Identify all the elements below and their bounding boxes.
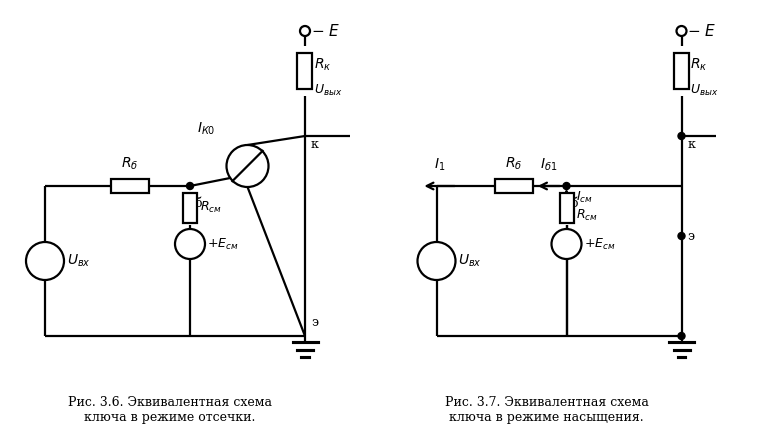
Circle shape — [226, 145, 269, 187]
Text: $R_{см}$: $R_{см}$ — [576, 207, 598, 223]
Text: $R_{см}$: $R_{см}$ — [200, 200, 222, 215]
Text: $I_1$: $I_1$ — [434, 157, 446, 173]
Text: $R_б$: $R_б$ — [505, 156, 523, 172]
Text: $I_{см}$: $I_{см}$ — [576, 190, 592, 205]
Circle shape — [678, 232, 685, 240]
Text: $U_{вых}$: $U_{вых}$ — [314, 83, 342, 98]
Text: б: б — [571, 197, 578, 210]
Text: $+ E_{см}$: $+ E_{см}$ — [584, 236, 615, 252]
Text: э: э — [311, 315, 318, 329]
Text: к: к — [687, 139, 695, 152]
Text: $R_б$: $R_б$ — [121, 156, 139, 172]
Circle shape — [677, 26, 687, 36]
Text: $R_к$: $R_к$ — [691, 57, 708, 73]
Circle shape — [678, 333, 685, 339]
Text: $I_{б1}$: $I_{б1}$ — [540, 157, 557, 173]
Circle shape — [300, 26, 310, 36]
Text: $+ E_{см}$: $+ E_{см}$ — [207, 236, 239, 252]
Bar — [111, 179, 149, 193]
Bar — [560, 193, 573, 223]
Circle shape — [563, 182, 570, 190]
Circle shape — [186, 182, 193, 190]
Bar — [183, 193, 197, 223]
Circle shape — [551, 229, 582, 259]
Circle shape — [26, 242, 64, 280]
Text: $U_{вх}$: $U_{вх}$ — [459, 253, 482, 269]
Text: $- \ E$: $- \ E$ — [687, 23, 717, 39]
Bar — [496, 179, 532, 193]
Text: $U_{вых}$: $U_{вых}$ — [691, 83, 719, 98]
Circle shape — [175, 229, 205, 259]
Text: $I_{К0}$: $I_{К0}$ — [197, 120, 216, 137]
Circle shape — [678, 132, 685, 140]
Bar — [298, 54, 312, 88]
Text: к: к — [311, 139, 319, 152]
Text: Рис. 3.7. Эквивалентная схема
ключа в режиме насыщения.: Рис. 3.7. Эквивалентная схема ключа в ре… — [445, 396, 648, 424]
Text: $- \ E$: $- \ E$ — [311, 23, 341, 39]
Circle shape — [417, 242, 456, 280]
Bar — [674, 54, 689, 88]
Text: б: б — [194, 197, 201, 210]
Text: $U_{вх}$: $U_{вх}$ — [67, 253, 91, 269]
Text: Рис. 3.6. Эквивалентная схема
ключа в режиме отсечки.: Рис. 3.6. Эквивалентная схема ключа в ре… — [68, 396, 272, 424]
Text: $R_к$: $R_к$ — [314, 57, 331, 73]
Text: э: э — [687, 230, 695, 243]
